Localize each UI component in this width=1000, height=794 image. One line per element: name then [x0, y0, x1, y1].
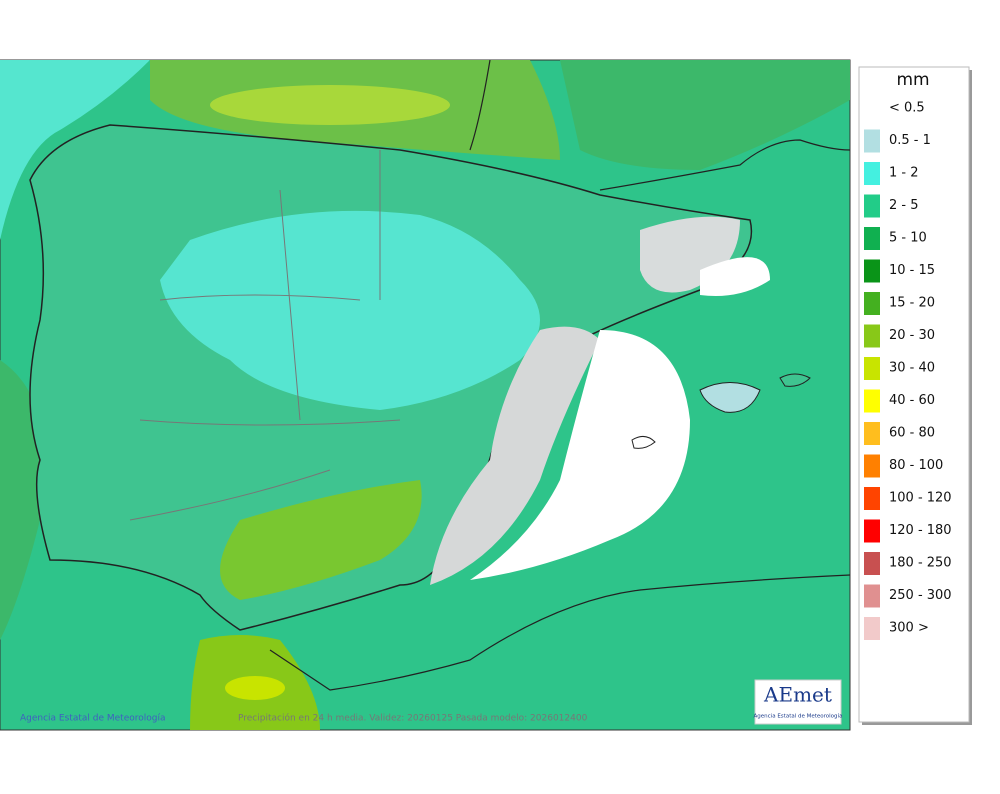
legend-label: 100 - 120 [889, 491, 952, 506]
legend-label: 1 - 2 [889, 166, 919, 181]
coastline [599, 139, 851, 191]
legend-label: < 0.5 [889, 101, 925, 116]
legend-label: 40 - 60 [889, 393, 935, 408]
rain-area [560, 60, 850, 170]
rain-area [160, 210, 540, 410]
legend-swatch [864, 324, 880, 348]
caption: Precipitación en 24 h media. Validez: 20… [238, 713, 588, 724]
sea-area [0, 60, 150, 240]
legend-label: 180 - 250 [889, 556, 952, 571]
legend-swatch [864, 259, 880, 283]
legend-swatch [864, 519, 880, 543]
island [699, 382, 761, 413]
coastline [469, 59, 491, 151]
border [129, 150, 401, 521]
legend-swatch [864, 617, 880, 640]
dry-area [430, 326, 600, 585]
legend-swatch [864, 422, 880, 445]
logo-box [754, 679, 842, 725]
island [779, 373, 811, 387]
legend-swatch [864, 129, 880, 153]
legend-swatch [864, 227, 880, 250]
legend-swatch [864, 162, 880, 185]
legend-label: 20 - 30 [889, 328, 935, 343]
legend-swatch [864, 194, 880, 218]
legend-label: 80 - 100 [889, 458, 943, 473]
legend-label: 120 - 180 [889, 523, 952, 538]
rain-area [220, 480, 422, 600]
legend-title: mm [896, 70, 929, 90]
logo-name: AEmet [763, 683, 832, 707]
legend-swatch [864, 584, 880, 608]
legend-label: 250 - 300 [889, 588, 952, 603]
rain-area [210, 85, 450, 125]
legend-swatch [864, 292, 880, 315]
logo: AEmet Agencia Estatal de Meteorología [754, 679, 843, 725]
dry-area [700, 257, 770, 296]
legend-swatch [864, 389, 880, 413]
logo-subtitle: Agencia Estatal de Meteorología [754, 713, 843, 720]
legend-swatch [864, 552, 880, 575]
legend-label: 2 - 5 [889, 198, 919, 213]
map [0, 59, 851, 731]
legend-swatch [864, 357, 880, 380]
legend-label: 300 > [889, 621, 929, 636]
legend-label: 0.5 - 1 [889, 133, 931, 148]
dry-area [470, 330, 690, 580]
legend-label: 10 - 15 [889, 263, 935, 278]
coastline [269, 574, 851, 691]
legend-swatch [864, 454, 880, 478]
island [631, 436, 656, 449]
credit: Agencia Estatal de Meteorología [20, 714, 166, 724]
legend-label: 60 - 80 [889, 426, 935, 441]
legend-label: 5 - 10 [889, 231, 927, 246]
legend: mm < 0.5 0.5 - 1 1 - 2 2 - 5 5 - 10 10 - 15 15… [858, 66, 972, 725]
legend-label: 15 - 20 [889, 296, 935, 311]
legend-label: 30 - 40 [889, 361, 935, 376]
rain-area [225, 676, 285, 700]
legend-swatch [864, 487, 880, 510]
